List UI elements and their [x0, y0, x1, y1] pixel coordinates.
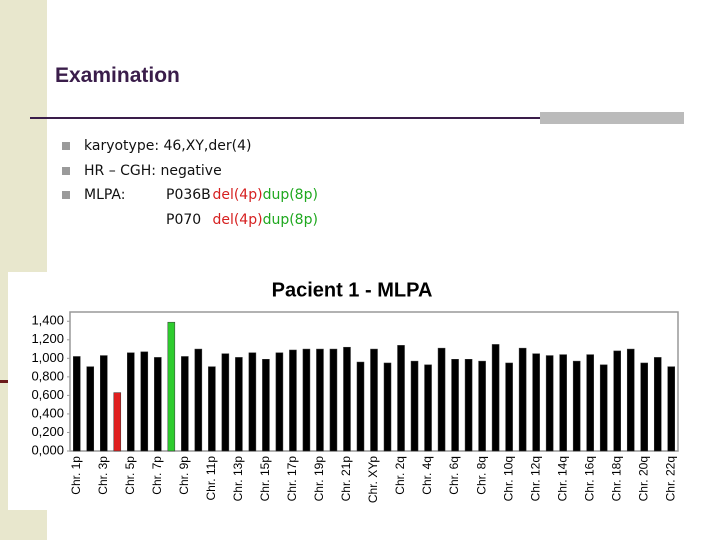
duplication: dup(8p)	[262, 187, 318, 203]
x-tick-label: Chr. 18q	[609, 456, 623, 501]
bar	[343, 346, 351, 452]
chart-title: Pacient 1 - MLPA	[272, 279, 433, 301]
bar	[73, 356, 81, 452]
bar	[262, 359, 270, 452]
bar	[248, 352, 257, 452]
y-tick-label: 1,400	[31, 313, 64, 328]
bar	[478, 360, 486, 452]
bullet-text: karyotype: 46,XY,der(4)	[84, 138, 252, 154]
bar	[289, 349, 297, 452]
bar	[235, 357, 243, 452]
bar	[370, 348, 378, 452]
x-tick-label: Chr. 16q	[582, 456, 596, 501]
bar	[613, 350, 621, 452]
x-tick-label: Chr. 17p	[285, 456, 299, 502]
x-tick-label: Chr. 11p	[204, 456, 218, 501]
x-tick-label: Chr. 10q	[501, 456, 515, 501]
bar	[302, 348, 311, 452]
slide-title: Examination	[55, 64, 180, 87]
bar	[572, 360, 581, 452]
y-tick-label: 0,000	[31, 442, 64, 457]
x-tick-label: Chr. XYp	[366, 456, 380, 503]
bar	[532, 353, 540, 452]
title-rule	[30, 117, 684, 119]
x-tick-label: Chr. 7p	[150, 456, 164, 495]
mlpa-label: MLPA:	[84, 187, 126, 203]
bar	[667, 366, 675, 452]
x-tick-label: Chr. 19p	[312, 456, 326, 502]
bullet: MLPA: P036B del(4p)dup(8p)	[62, 183, 318, 208]
bar	[356, 361, 365, 452]
x-tick-label: Chr. 14q	[555, 456, 569, 501]
bar	[167, 321, 176, 452]
title-accent	[540, 112, 684, 124]
bar	[518, 347, 527, 452]
duplication: dup(8p)	[262, 211, 318, 228]
bar	[545, 355, 554, 452]
bar	[653, 357, 662, 452]
probe: P036B	[166, 187, 211, 203]
y-tick-label: 0,800	[31, 368, 64, 383]
bar	[221, 353, 230, 452]
x-tick-label: Chr. 9p	[177, 456, 191, 495]
bar	[397, 345, 405, 452]
bar	[181, 356, 189, 452]
y-tick-label: 1,200	[31, 331, 64, 346]
bar	[208, 366, 216, 452]
bar	[86, 366, 95, 452]
probe: P070	[166, 211, 202, 228]
bar	[275, 352, 284, 452]
bar	[410, 360, 419, 452]
bar	[451, 359, 459, 452]
bar	[383, 362, 392, 452]
x-tick-label: Chr. 13p	[231, 456, 245, 502]
x-tick-label: Chr. 15p	[258, 456, 272, 502]
bar	[194, 348, 203, 452]
deletion: del(4p)	[212, 187, 263, 203]
x-tick-label: Chr. 3p	[96, 456, 110, 495]
bar	[329, 348, 338, 452]
x-tick-label: Chr. 5p	[123, 456, 137, 495]
bar	[127, 352, 135, 452]
bullet: P070 del(4p)dup(8p)	[62, 208, 318, 233]
x-tick-label: Chr. 21p	[339, 456, 353, 502]
bar	[640, 362, 648, 452]
x-tick-label: Chr. 22q	[663, 456, 677, 501]
bar	[154, 357, 162, 452]
y-tick-label: 0,600	[31, 387, 64, 402]
y-tick-label: 1,000	[31, 350, 64, 365]
bar	[599, 364, 608, 452]
bar	[424, 364, 432, 452]
x-tick-label: Chr. 12q	[528, 456, 542, 501]
y-tick-label: 0,200	[31, 424, 64, 439]
x-tick-label: Chr. 4q	[420, 456, 434, 495]
x-tick-label: Chr. 6q	[447, 456, 461, 495]
bullet: karyotype: 46,XY,der(4)	[62, 134, 318, 159]
x-tick-label: Chr. 20q	[636, 456, 650, 501]
bullet-text: HR – CGH: negative	[84, 162, 222, 179]
deletion: del(4p)	[212, 211, 263, 228]
y-tick-label: 0,400	[31, 405, 64, 420]
x-tick-label: Chr. 2q	[393, 456, 407, 495]
bar	[316, 348, 324, 452]
bar	[505, 362, 513, 452]
x-tick-label: Chr. 8q	[474, 456, 488, 495]
bar	[626, 348, 635, 452]
bullet: HR – CGH: negative	[62, 159, 318, 184]
bar	[464, 359, 473, 452]
x-tick-label: Chr. 1p	[69, 456, 83, 495]
bar	[100, 355, 108, 452]
bar	[586, 354, 594, 452]
bar	[437, 347, 446, 452]
bar	[491, 344, 500, 452]
bar	[140, 351, 149, 452]
bullet-list: karyotype: 46,XY,der(4) HR – CGH: negati…	[62, 134, 318, 232]
bar	[113, 392, 122, 452]
bar	[559, 354, 567, 452]
